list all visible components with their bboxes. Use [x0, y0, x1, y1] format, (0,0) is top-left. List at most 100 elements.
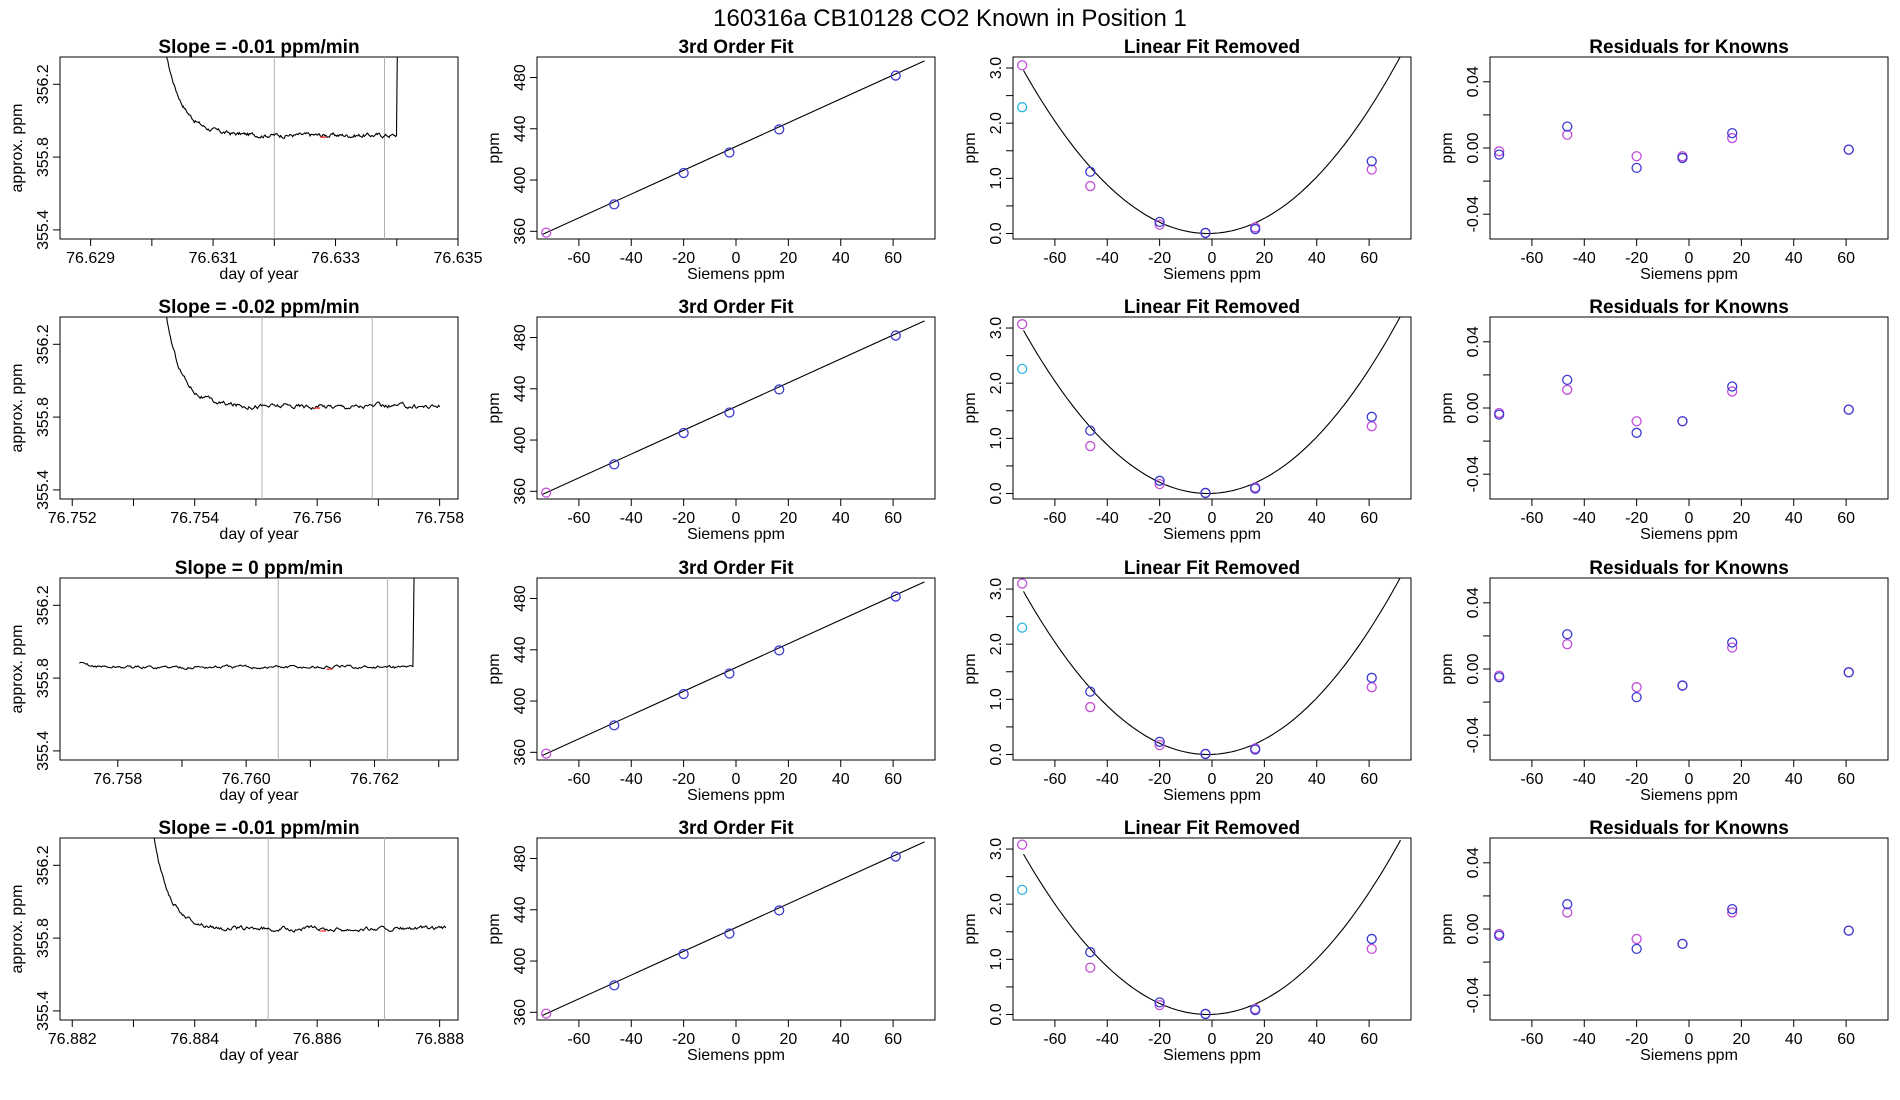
x-tick-label: 40	[832, 510, 850, 527]
y-axis-label: ppm	[486, 913, 503, 944]
known-point	[724, 147, 735, 158]
y-axis-label: ppm	[962, 132, 979, 163]
known-point-b	[1494, 146, 1505, 157]
x-tick-label: -40	[1096, 250, 1119, 267]
known-point-a	[1631, 162, 1642, 174]
x-axis-label: day of year	[219, 526, 299, 543]
x-tick-label: 40	[1785, 771, 1803, 788]
panel-title: 3rd Order Fit	[678, 37, 794, 58]
known-point-b	[1631, 933, 1642, 945]
y-tick-label: 356.2	[35, 324, 52, 364]
x-tick-label: -20	[1148, 250, 1171, 267]
y-axis-label: ppm	[1439, 132, 1456, 163]
known-point-b	[1727, 642, 1738, 653]
x-tick-label: -40	[1096, 1031, 1119, 1048]
x-tick-label: 0	[1208, 1031, 1217, 1048]
panel-r3c4: Residuals for Knowns -60 -40 -20 0 20 40 60 -0.0…	[1439, 558, 1889, 804]
x-tick-label: -20	[672, 771, 695, 788]
known-point-b	[1727, 907, 1738, 918]
x-axis-label: Siemens ppm	[687, 266, 785, 283]
x-tick-label: 60	[884, 510, 902, 527]
known-point-a	[1200, 487, 1211, 499]
x-tick-label: -60	[1520, 510, 1543, 527]
known-point-a	[1727, 127, 1738, 139]
x-axis-label: Siemens ppm	[1640, 526, 1738, 543]
y-tick-label: 0.04	[1465, 847, 1482, 878]
fit-curve	[1023, 578, 1401, 756]
y-tick-label: 0.04	[1465, 66, 1482, 97]
y-axis-label: ppm	[962, 392, 979, 423]
panel-title: Slope = -0.01 ppm/min	[158, 818, 359, 839]
x-tick-label: 60	[884, 1031, 902, 1048]
x-tick-label: -60	[1520, 1031, 1543, 1048]
known-point-a	[1562, 374, 1573, 386]
known-point	[609, 980, 620, 991]
y-axis-label: approx. ppm	[9, 104, 26, 193]
fit-line	[542, 320, 925, 496]
x-tick-label: -20	[672, 1031, 695, 1048]
known-point-b	[1085, 701, 1096, 713]
figure-title: 160316a CB10128 CO2 Known in Position 1	[713, 5, 1187, 32]
co2-trace	[79, 578, 415, 671]
y-tick-label: 1.0	[988, 167, 1005, 189]
y-tick-label: 0.0	[988, 482, 1005, 504]
x-tick-label: -40	[1573, 250, 1596, 267]
panel-r3c1: Slope = 0 ppm/min 76.758 76.760 76.762 355.4…	[9, 558, 459, 804]
x-tick-label: 0	[732, 510, 741, 527]
fit-line	[542, 581, 925, 757]
y-tick-label: 0.0	[988, 1003, 1005, 1025]
known-point-a	[1366, 933, 1377, 945]
x-tick-label: 0	[732, 250, 741, 267]
known-point-b	[1366, 164, 1377, 175]
y-tick-label: 360	[512, 999, 529, 1026]
panel-r2c2: 3rd Order Fit -60 -40 -20 0 20 40 60 360 400 440 48…	[486, 297, 936, 543]
x-tick-label: 76.884	[170, 1031, 219, 1048]
known-point-b	[1154, 219, 1165, 230]
y-tick-label: 2.0	[988, 633, 1005, 655]
plot-frame	[1012, 316, 1412, 500]
known-point-a	[1562, 121, 1573, 132]
x-axis-label: Siemens ppm	[1163, 266, 1261, 283]
known-point-b	[1017, 839, 1028, 850]
x-tick-label: 60	[884, 250, 902, 267]
known-point-a	[1154, 475, 1165, 486]
y-tick-label: 0.00	[1465, 913, 1482, 944]
y-tick-label: 440	[512, 896, 529, 923]
panel-r4c4: Residuals for Knowns -60 -40 -20 0 20 40 60 -0.0…	[1439, 818, 1889, 1064]
plot-area	[1494, 899, 1854, 955]
y-tick-label: -0.04	[1465, 456, 1482, 493]
x-tick-label: -40	[620, 1031, 643, 1048]
known-point-a	[1250, 744, 1261, 755]
plot-area	[1494, 629, 1854, 703]
known-point	[774, 384, 785, 395]
plot-frame	[1489, 837, 1889, 1021]
x-tick-label: 20	[779, 1031, 797, 1048]
y-tick-label: 355.4	[35, 991, 52, 1031]
x-axis-label: Siemens ppm	[1163, 526, 1261, 543]
y-tick-label: 2.0	[988, 112, 1005, 134]
y-tick-label: 2.0	[988, 372, 1005, 394]
known-point-a	[1366, 411, 1377, 422]
known-point-a	[1366, 156, 1377, 167]
x-tick-label: 20	[779, 250, 797, 267]
known-point-a	[1494, 930, 1505, 941]
x-tick-label: -20	[1148, 771, 1171, 788]
panel-title: Linear Fit Removed	[1124, 297, 1300, 318]
known-point	[724, 928, 735, 939]
x-tick-label: -40	[620, 510, 643, 527]
x-tick-label: 20	[1255, 771, 1273, 788]
y-tick-label: 0.04	[1465, 326, 1482, 357]
x-tick-label: -20	[1625, 510, 1648, 527]
x-tick-label: -60	[1043, 250, 1066, 267]
panel-title: Slope = -0.02 ppm/min	[158, 297, 359, 318]
known-point-a	[1085, 947, 1096, 958]
known-point-b	[1562, 639, 1573, 650]
x-tick-label: 40	[832, 771, 850, 788]
known-point-a	[1631, 427, 1642, 438]
known-point	[774, 124, 785, 135]
known-point-a	[1085, 425, 1096, 436]
x-tick-label: 0	[1685, 250, 1694, 267]
x-tick-label: 40	[1308, 1031, 1326, 1048]
known-point-b	[1727, 386, 1738, 397]
known-point	[541, 748, 552, 759]
